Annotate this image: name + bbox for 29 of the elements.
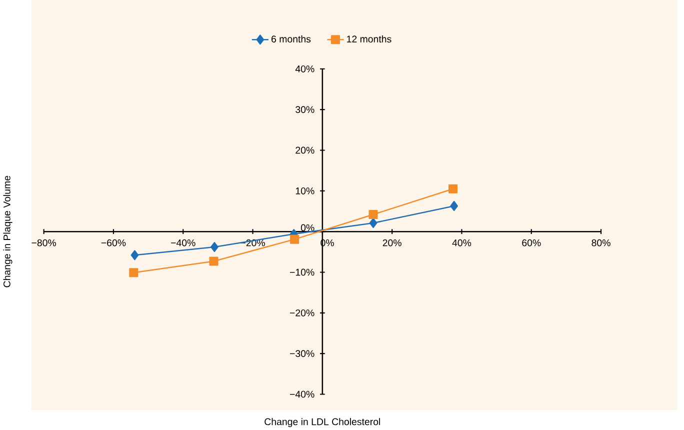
point	[209, 256, 218, 266]
legend-label: 12 months	[347, 35, 392, 42]
point	[448, 184, 458, 194]
legend-label: 6 months	[272, 35, 311, 42]
x-tick-label: 20%	[382, 239, 402, 246]
y-tick-label: 30%	[296, 106, 314, 113]
x-tick-label: 60%	[522, 239, 541, 246]
point	[369, 218, 378, 228]
point	[129, 268, 138, 278]
y-tick-label: 40%	[295, 65, 314, 72]
x-tick-label: −60%	[101, 239, 126, 246]
point	[450, 200, 458, 211]
y-tick-label: −40%	[290, 390, 314, 398]
y-tick-label: −10%	[290, 268, 314, 276]
point	[210, 242, 218, 252]
x-tick-label: 80%	[592, 239, 610, 246]
x-tick-label: −40%	[171, 239, 196, 246]
y-axis-title: Change in Plaque Volume	[3, 176, 12, 288]
y-tick-label: −30%	[290, 350, 314, 357]
point	[290, 234, 300, 244]
x-axis-title: Change in LDL Cholesterol	[264, 418, 380, 427]
y-tick-label: 0%	[300, 224, 314, 231]
point	[368, 210, 378, 219]
x-tick-label: −80%	[32, 239, 56, 246]
y-tick-label: 10%	[296, 187, 314, 194]
point	[130, 250, 139, 260]
x-tick-label: 40%	[452, 239, 472, 246]
y-tick-label: 20%	[296, 146, 314, 154]
y-tick-label: −20%	[290, 309, 314, 316]
